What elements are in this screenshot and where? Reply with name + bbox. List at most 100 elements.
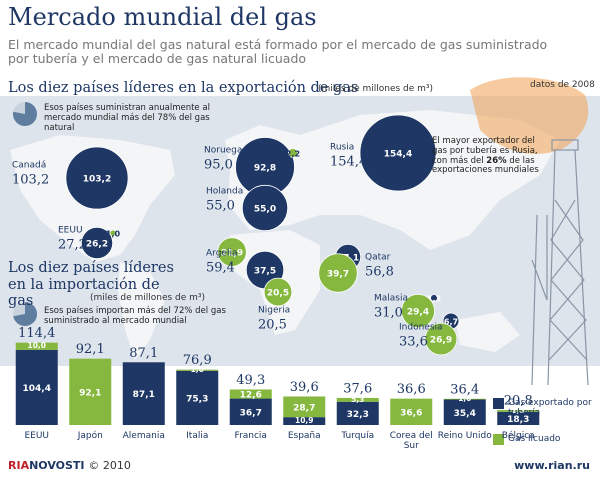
country-label: Noruega xyxy=(204,146,242,156)
date: datos de 2008 xyxy=(530,80,595,90)
bar-total: 20,8 xyxy=(504,394,533,409)
country-label: Qatar xyxy=(365,253,391,263)
bar-label: 10,0 xyxy=(27,341,46,350)
bubble-label: 21,9 xyxy=(221,249,243,259)
bar-total: 87,1 xyxy=(129,346,158,361)
bar-label: 5,3 xyxy=(351,395,364,404)
bar-label: 10,9 xyxy=(295,416,314,425)
share-wedge xyxy=(13,302,38,326)
bubble-label: 103,2 xyxy=(83,175,111,185)
bar-segment xyxy=(69,358,112,425)
bar-label: 32,3 xyxy=(347,410,369,420)
bubble xyxy=(288,148,298,158)
bubble-label: 20,5 xyxy=(267,289,289,299)
bar-segment xyxy=(390,398,433,425)
country-label: Nigeria xyxy=(258,306,290,316)
bar-total: 49,3 xyxy=(236,373,265,388)
bubble-label: 154,4 xyxy=(384,150,412,160)
bar-segment xyxy=(283,396,326,418)
gas-tower xyxy=(531,139,589,386)
bar-label: 1,6 xyxy=(191,365,204,374)
share-wedge xyxy=(13,102,38,127)
bar-segment xyxy=(336,397,379,402)
annotation-text: de las exportaciones mundiales xyxy=(432,155,539,176)
country-total: 103,2 xyxy=(12,173,49,188)
country-label: Indonesia xyxy=(399,323,443,333)
bubble-label: 6,7 xyxy=(444,318,458,327)
annotation-highlight: 26% xyxy=(486,155,507,166)
category-label: Bélgica xyxy=(501,431,535,441)
bubble xyxy=(263,277,293,307)
country-total: 33,6 xyxy=(399,335,428,350)
bar-total: 37,6 xyxy=(343,381,372,396)
bar-label: 36,6 xyxy=(400,408,422,418)
bar-label: 104,4 xyxy=(23,384,51,394)
bubble-label: 39,7 xyxy=(327,270,349,280)
bar-segment xyxy=(122,362,165,425)
russia-annotation: El mayor exportador del gas por tubería … xyxy=(432,136,550,176)
export-unit: (miles de millones de m³) xyxy=(318,84,434,94)
category-label: Alemania xyxy=(122,431,165,441)
bar-segment xyxy=(283,417,326,425)
bar-segment xyxy=(15,349,58,425)
country-total: 154,4 xyxy=(330,155,367,170)
category-label: Corea del Sur xyxy=(389,431,433,452)
bar-label: 35,4 xyxy=(454,409,476,419)
country-total: 20,5 xyxy=(258,318,287,333)
bar-segment xyxy=(497,410,540,412)
logo-novosti: NOVOSTI xyxy=(29,459,85,472)
country-total: 55,0 xyxy=(206,199,235,214)
subtitle: El mercado mundial del gas natural está … xyxy=(8,37,548,67)
bubble-label: 1,0 xyxy=(106,230,121,239)
category-label: Reino Unido xyxy=(437,431,492,441)
bar-total: 114,4 xyxy=(18,326,55,341)
bubble xyxy=(430,294,438,302)
bubble xyxy=(109,229,117,237)
country-label: EEUU xyxy=(58,226,83,236)
bar-total: 36,4 xyxy=(450,382,479,397)
bubble xyxy=(401,294,435,328)
bubble-label: 29,4 xyxy=(407,308,429,318)
bubble xyxy=(217,237,247,267)
bubble-label: 92,8 xyxy=(254,164,276,174)
bar-label: 2,5 xyxy=(512,406,525,415)
bar-segment xyxy=(176,370,219,425)
bubble-label: 1,3 xyxy=(427,295,441,304)
bar-label: 75,3 xyxy=(186,394,208,404)
country-total: 31,0 xyxy=(374,306,403,321)
bar-segment xyxy=(336,401,379,425)
bubble-label: 26,2 xyxy=(86,240,108,250)
bar-label: 12,6 xyxy=(240,391,262,401)
copyright: © 2010 xyxy=(88,459,131,472)
country-total: 56,8 xyxy=(365,265,394,280)
country-label: Holanda xyxy=(206,187,243,197)
bubble-label: 37,5 xyxy=(254,267,276,277)
category-label: Italia xyxy=(186,431,209,441)
bubble-label: 26,9 xyxy=(430,336,452,346)
logo: RIANOVOSTI © 2010 xyxy=(8,459,131,473)
category-label: Turquía xyxy=(341,431,375,441)
russia-highlight xyxy=(470,77,589,154)
legend-label: Gas exportado por tubería xyxy=(508,398,592,419)
bar-total: 39,6 xyxy=(290,380,319,395)
bubble xyxy=(65,146,129,210)
country-label: Argelia xyxy=(206,249,237,259)
bubble xyxy=(359,114,437,192)
bar-segment xyxy=(229,398,272,425)
bubble xyxy=(318,253,358,293)
bar-label: 28,7 xyxy=(293,403,315,413)
bar-segment xyxy=(443,399,486,425)
bar-total: 36,6 xyxy=(397,382,426,397)
bubble-label: 2,2 xyxy=(286,150,300,159)
logo-ria: RIA xyxy=(8,459,30,472)
bar-label: 87,1 xyxy=(133,390,155,400)
country-label: Malasia xyxy=(374,294,408,304)
bar-label: 36,7 xyxy=(240,408,262,418)
bar-segment xyxy=(443,398,486,400)
title: Mercado mundial del gas xyxy=(8,3,317,31)
bar-segment xyxy=(229,389,272,399)
legend-swatch xyxy=(493,398,504,409)
annotation-text: El mayor exportador del gas por tubería … xyxy=(432,136,538,166)
